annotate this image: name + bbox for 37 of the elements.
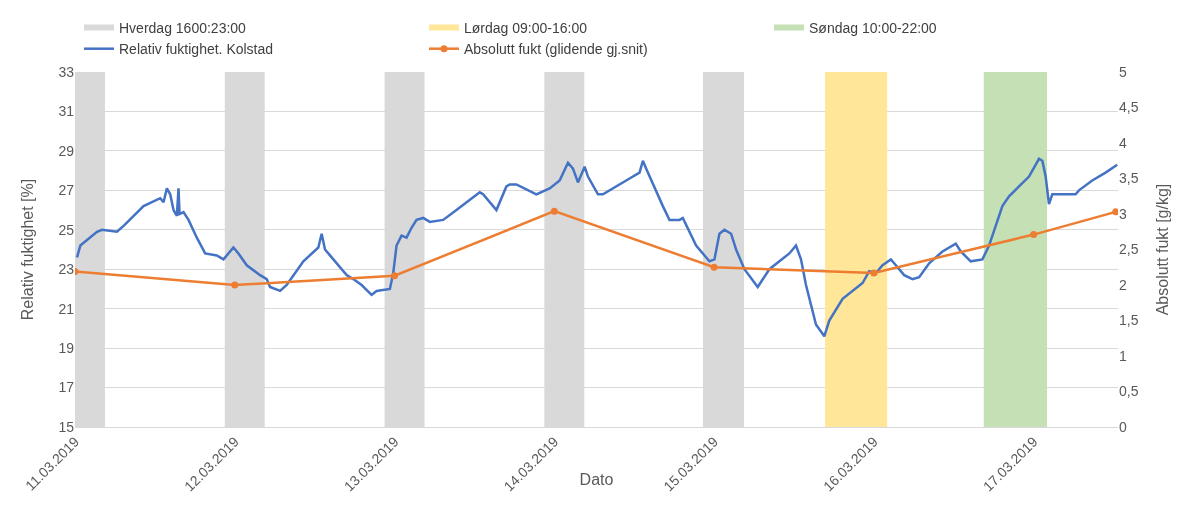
y2-tick-label: 2,5: [1119, 241, 1139, 258]
y-tick-label: 25: [58, 221, 75, 238]
y-tick-label: 15: [58, 418, 75, 435]
legend-label: Lørdag 09:00-16:00: [464, 19, 588, 36]
y-tick-label: 27: [58, 182, 75, 199]
y2-tick-label: 2: [1119, 276, 1127, 293]
y2-tick-label: 0,5: [1119, 383, 1139, 400]
point: [231, 281, 239, 289]
y2-tick-label: 0: [1119, 418, 1127, 435]
point: [1030, 231, 1038, 239]
y-tick-label: 17: [58, 379, 75, 396]
legend-label: Søndag 10:00-22:00: [809, 19, 937, 36]
y-tick-label: 19: [58, 340, 75, 357]
y-tick-label: 33: [58, 63, 75, 80]
line-series: [75, 157, 1118, 338]
legend-label: Hverdag 1600:23:00: [119, 19, 247, 36]
point: [550, 207, 558, 215]
legend-label: Relativ fuktighet. Kolstad: [119, 41, 274, 58]
legend-label: Absolutt fukt (glidende gj.snit): [464, 41, 648, 58]
x-axis-title: Dato: [579, 471, 614, 488]
y2-tick-label: 5: [1119, 63, 1127, 80]
y2-tick-label: 4: [1119, 134, 1127, 151]
point: [1112, 208, 1118, 216]
y-tick-label: 23: [58, 261, 75, 278]
y2-tick-label: 1: [1119, 347, 1127, 364]
y-tick-label: 21: [58, 300, 75, 317]
y2-axis-title: Absolutt fukt [g/kg]: [1154, 183, 1171, 316]
y2-tick-label: 1,5: [1119, 312, 1139, 329]
point: [710, 263, 718, 271]
y-tick-label: 31: [58, 103, 75, 120]
y2-tick-label: 3,5: [1119, 170, 1139, 187]
point: [870, 269, 878, 277]
y2-tick-label: 3: [1119, 205, 1127, 222]
point: [391, 272, 399, 280]
y2-tick-label: 4,5: [1119, 99, 1139, 116]
y-axis-title: Relativ fuktighet [%]: [19, 178, 36, 321]
y-tick-label: 29: [58, 142, 75, 159]
